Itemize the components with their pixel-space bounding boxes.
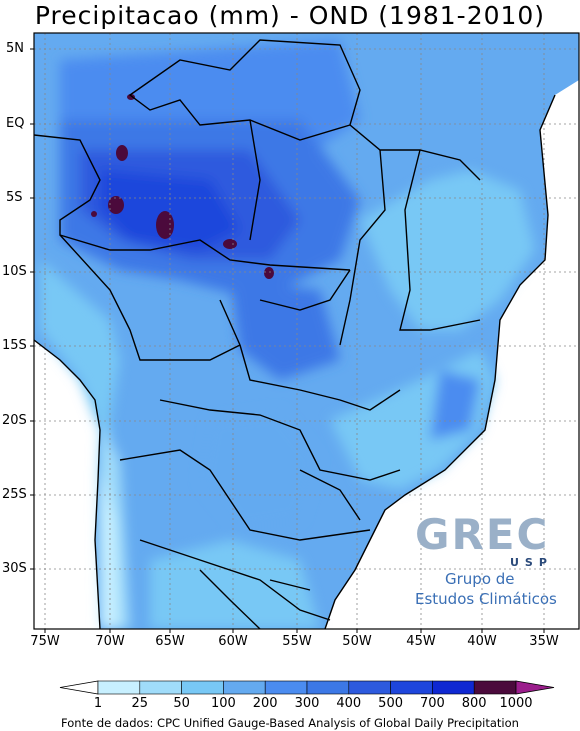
colorbar-swatch <box>264 680 308 695</box>
x-tick-label: 60W <box>218 634 248 649</box>
logo-line-2: Estudos Climáticos <box>415 590 557 608</box>
x-tick-label: 50W <box>342 634 372 649</box>
colorbar-swatch <box>348 680 391 695</box>
colorbar <box>59 680 555 695</box>
x-tick-label: 45W <box>406 634 436 649</box>
colorbar-label: 1000 <box>499 696 533 711</box>
colorbar-swatch <box>390 680 433 695</box>
colorbar-swatch <box>181 680 224 695</box>
grec-logo: GREC USP Grupo de Estudos Climáticos <box>415 510 565 610</box>
map-title: Precipitacao (mm) - OND (1981-2010) <box>34 1 546 30</box>
logo-line-1: Grupo de <box>445 570 515 588</box>
y-tick-label: 15S <box>2 338 27 353</box>
y-tick-label: 30S <box>2 561 27 576</box>
x-tick-label: 40W <box>467 634 497 649</box>
colorbar-swatch <box>139 680 182 695</box>
x-tick-label: 75W <box>30 634 60 649</box>
x-tick-label: 65W <box>155 634 185 649</box>
x-tick-label: 35W <box>529 634 559 649</box>
colorbar-label: 800 <box>461 696 487 711</box>
data-source-note: Fonte de dados: CPC Unified Gauge-Based … <box>61 716 519 730</box>
colorbar-swatch <box>432 680 475 695</box>
x-tick-label: 55W <box>282 634 312 649</box>
grid-lines <box>34 33 579 629</box>
x-tick-label: 70W <box>95 634 125 649</box>
precip-maxima <box>91 94 274 279</box>
colorbar-label: 300 <box>294 696 320 711</box>
colorbar-label: 500 <box>378 696 403 711</box>
colorbar-label: 1 <box>93 696 103 711</box>
colorbar-label: 400 <box>336 696 362 711</box>
colorbar-swatch <box>473 680 517 695</box>
colorbar-label: 200 <box>252 696 278 711</box>
political-boundaries <box>34 39 556 629</box>
y-tick-label: 25S <box>2 487 27 502</box>
y-tick-label: 5S <box>6 190 23 205</box>
colorbar-label: 25 <box>131 696 149 711</box>
colorbar-swatch <box>97 680 141 695</box>
y-tick-label: EQ <box>6 116 25 131</box>
map-frame <box>33 32 580 630</box>
logo-usp: USP <box>510 556 553 569</box>
colorbar-label: 100 <box>210 696 236 711</box>
colorbar-label: 50 <box>173 696 190 711</box>
y-tick-label: 10S <box>2 264 27 279</box>
colorbar-arrow-high <box>515 680 555 695</box>
colorbar-arrow-low <box>59 680 99 695</box>
colorbar-swatch <box>306 680 350 695</box>
logo-mark: GREC <box>415 510 550 559</box>
y-tick-label: 20S <box>2 413 27 428</box>
colorbar-swatch <box>223 680 266 695</box>
colorbar-label: 700 <box>419 696 445 711</box>
y-tick-label: 5N <box>6 41 24 56</box>
